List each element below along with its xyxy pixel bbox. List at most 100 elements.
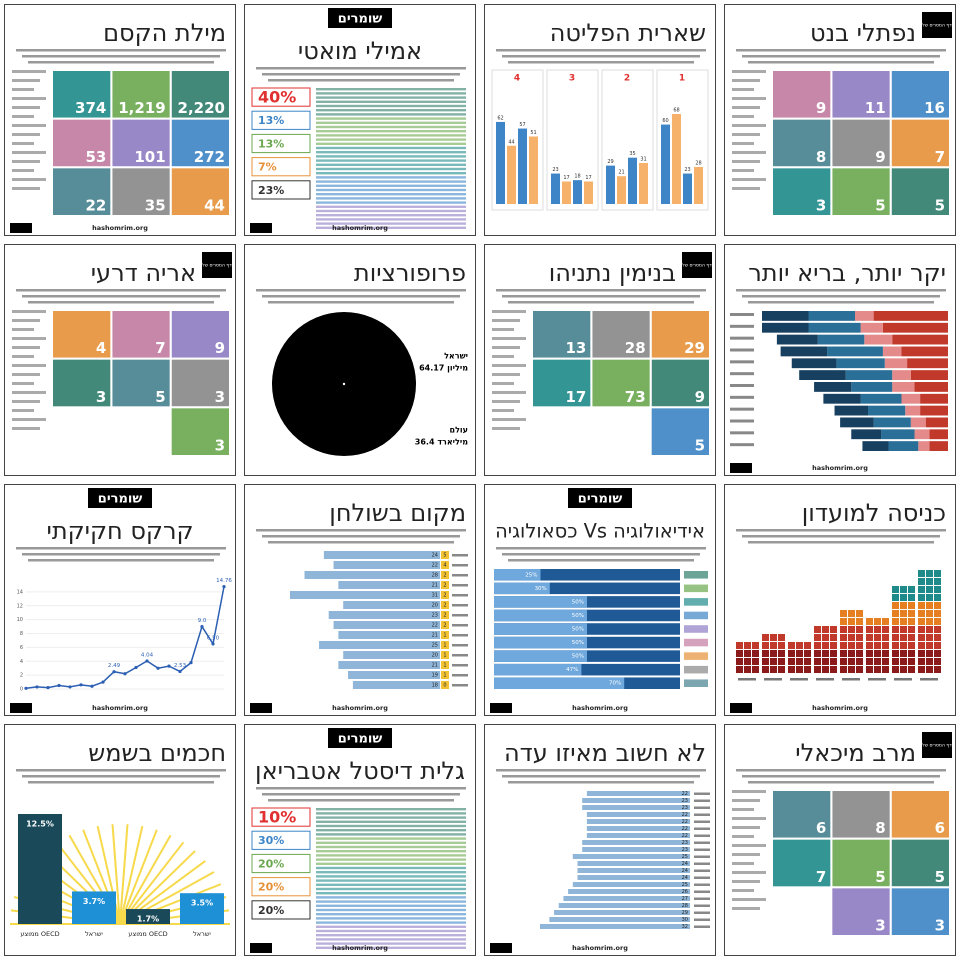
block-number: 3: [215, 437, 225, 455]
bar-value: 50%: [572, 599, 584, 605]
bar: [562, 181, 571, 204]
bar-value: 31: [432, 593, 438, 599]
body-text: [502, 775, 700, 778]
figure: 20%: [258, 881, 284, 894]
bar-value: 70%: [609, 681, 621, 687]
sun-ray: [96, 825, 121, 925]
point: [46, 686, 50, 690]
text-art-line: [316, 88, 466, 91]
bar-track: [494, 582, 680, 595]
row-label: [452, 594, 468, 597]
party-logo: [684, 571, 708, 579]
proportion-label: 36.4 מיליארד: [415, 438, 468, 447]
waffle-column: [736, 642, 759, 673]
waffle-cell: [934, 618, 941, 625]
segment: [914, 429, 930, 440]
side-text: [732, 124, 766, 127]
tile-title: מילת הקסם: [103, 19, 226, 47]
bar-value: 22: [682, 819, 688, 825]
waffle-cell: [874, 650, 881, 657]
footer-logo: [730, 703, 752, 713]
waffle-cell: [882, 626, 889, 633]
side-text: [732, 106, 760, 109]
side-text: [12, 70, 46, 73]
row-label: [694, 813, 710, 816]
tile: פרופורציות ישראל 64.17 מיליון עולם 36.4 מילי…: [244, 244, 476, 476]
side-text: [732, 889, 754, 892]
y-tick-label: 14: [17, 589, 23, 595]
row-label: [730, 419, 754, 423]
bar-value: 25: [682, 854, 688, 860]
body-text: [16, 769, 226, 772]
figure: 23%: [258, 184, 284, 197]
row-label: [730, 336, 754, 340]
segment: [845, 370, 893, 380]
sun-ray: [111, 824, 121, 925]
block: [889, 886, 952, 937]
logo: שומרים: [338, 732, 383, 747]
segment: [914, 382, 948, 392]
bar: [568, 889, 690, 894]
body-text: [256, 529, 466, 532]
badge: דף המסרים של: [922, 24, 952, 29]
side-text: [12, 133, 40, 136]
bar: [72, 891, 116, 924]
side-text: [732, 880, 760, 883]
row-label: [452, 684, 468, 687]
minor-bar: [441, 631, 449, 639]
tile-title: לא חשוב מאיזו עדה: [504, 739, 706, 767]
point: [189, 661, 193, 665]
segment: [762, 311, 809, 321]
side-text: [732, 871, 766, 874]
waffle-cell: [900, 618, 907, 625]
panel-frame: [491, 69, 544, 211]
figure-box: [251, 157, 311, 177]
block: [51, 309, 113, 360]
row-label: [730, 372, 754, 376]
segment: [901, 393, 921, 404]
bar-value: 50%: [572, 627, 584, 633]
waffle-cell: [788, 642, 795, 649]
sun-ray: [119, 829, 158, 925]
waffle-cell: [934, 594, 941, 601]
waffle-cell: [900, 642, 907, 649]
body-text: [16, 49, 226, 52]
waffle-cell: [926, 618, 933, 625]
bar: [694, 166, 703, 204]
waffle-cell: [848, 626, 855, 633]
bar: [352, 681, 440, 689]
bar: [18, 814, 62, 924]
figure-box: [251, 807, 311, 827]
body-text: [748, 781, 934, 784]
side-text: [12, 178, 46, 181]
bar-value: 30: [682, 917, 688, 923]
block: [51, 357, 113, 409]
minor-value: 2: [443, 593, 446, 599]
side-text: [12, 391, 46, 394]
text-art-line: [316, 172, 466, 175]
minor-value: 0: [443, 683, 446, 689]
block-number: 44: [204, 197, 225, 215]
waffle-cell: [908, 594, 915, 601]
category: ישראל: [85, 930, 103, 938]
waffle-cell: [908, 658, 915, 665]
side-text: [12, 328, 34, 331]
segment: [929, 441, 948, 451]
segment: [868, 405, 906, 416]
body-text: [28, 781, 214, 784]
minor-bar: [441, 591, 449, 599]
block-number: 5: [875, 868, 885, 886]
tile: דף המסרים של אריה דרעי 9 7 4 3 5 3 3: [4, 244, 236, 476]
segment: [884, 358, 908, 369]
panel-frame: [601, 69, 654, 211]
body-text: [256, 67, 466, 70]
waffle-cell: [736, 666, 743, 673]
waffle-cell: [814, 658, 821, 665]
point: [178, 669, 182, 674]
body-text: [496, 289, 706, 292]
panel-label: 1: [679, 74, 685, 84]
text-art-line: [316, 917, 466, 920]
bar-value: 22: [682, 826, 688, 832]
waffle-cell: [866, 658, 873, 665]
bar-value: 29: [682, 910, 688, 916]
